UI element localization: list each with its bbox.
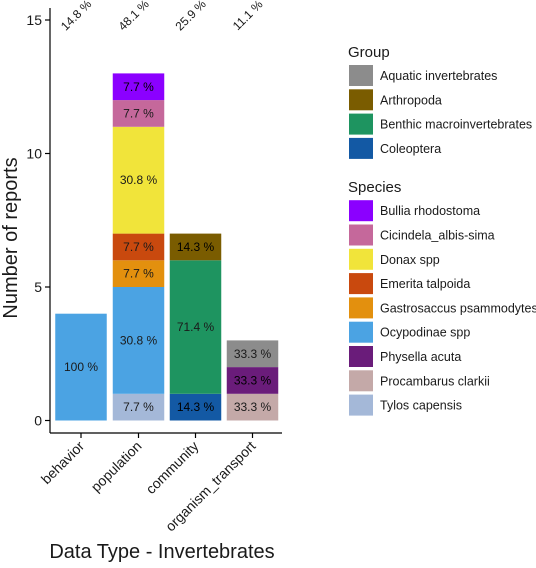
data-label-population-emerita-talpoida: 7.7 %: [123, 240, 154, 254]
bar-segment-population-emerita-talpoida: [112, 233, 165, 261]
data-label-population-tylos-capensis: 7.7 %: [123, 400, 154, 414]
bar-segment-population-bullia-rhodostoma: [112, 73, 165, 101]
plot-area: 100 % 7.7 % 30.8 % 7.7 % 7.7 % 30.8 % 7.7 % 7.7…: [55, 0, 279, 421]
legend-key-benthic-macroinvertebrates: [349, 113, 373, 135]
data-label-organism-transport-physella-acuta: 33.3 %: [234, 373, 272, 387]
bar-segment-population-gastrosaccus-psammodytes: [112, 260, 165, 287]
data-label-population-gastrosaccus-psammodytes: 7.7 %: [123, 267, 154, 281]
data-label-organism-transport-aquatic-invertebrates: 33.3 %: [234, 347, 272, 361]
legend-label-bullia-rhodostoma: Bullia rhodostoma: [380, 204, 480, 218]
top-percentage-behavior: 14.8 %: [58, 0, 95, 33]
data-label-organism-transport-procambarus-clarkii: 33.3 %: [234, 400, 272, 414]
legend: Group Aquatic invertebrates Arthropoda Bent…: [348, 44, 536, 416]
data-label-population-ocypodinae-spp: 30.8 %: [120, 333, 158, 347]
x-axis-title: Data Type - Invertebrates: [49, 541, 274, 563]
bar-segment-population-tylos-capensis: [112, 393, 165, 421]
legend-key-bullia-rhodostoma: [349, 200, 373, 222]
legend-label-physella-acuta: Physella acuta: [380, 350, 461, 364]
data-label-population-cicindela-albis-sima: 7.7 %: [123, 106, 154, 120]
x-tick-label-community: community: [142, 438, 201, 497]
legend-key-tylos-capensis: [349, 394, 373, 416]
x-tick-label-behavior: behavior: [38, 438, 88, 488]
legend-label-cicindela-albis-sima: Cicindela_albis-sima: [380, 229, 495, 243]
legend-key-gastrosaccus-psammodytes: [349, 297, 373, 319]
x-tick-label-population: population: [88, 438, 145, 495]
legend-label-benthic-macroinvertebrates: Benthic macroinvertebrates: [380, 118, 532, 132]
y-axis-title: Number of reports: [0, 157, 22, 318]
legend-key-emerita-talpoida: [349, 273, 373, 295]
top-percentage-organism-transport: 11.1 %: [230, 0, 266, 33]
y-tick-label: 15: [26, 12, 42, 28]
legend-key-ocypodinae-spp: [349, 321, 373, 343]
legend-key-coleoptera: [349, 137, 373, 159]
legend-label-procambarus-clarkii: Procambarus clarkii: [380, 374, 490, 388]
legend-label-tylos-capensis: Tylos capensis: [380, 399, 462, 413]
y-tick-label: 0: [34, 413, 42, 429]
bar-segment-population-cicindela-albis-sima: [112, 100, 165, 127]
data-label-behavior-ocypodinae-spp: 100 %: [64, 360, 98, 374]
bar-segment-organism-transport-procambarus-clarkii: [226, 393, 279, 421]
legend-label-aquatic-invertebrates: Aquatic invertebrates: [380, 69, 497, 83]
bar-segment-population-ocypodinae-spp: [112, 287, 165, 394]
data-label-population-donax-spp: 30.8 %: [120, 173, 158, 187]
legend-key-donax-spp: [349, 248, 373, 270]
legend-label-gastrosaccus-psammodytes: Gastrosaccus psammodytes: [380, 301, 536, 315]
bar-segment-community-benthic-macroinvertebrates: [169, 260, 222, 394]
legend-label-donax-spp: Donax spp: [380, 253, 440, 267]
bar-segment-organism-transport-physella-acuta: [226, 367, 279, 394]
data-label-community-arthropoda: 14.3 %: [177, 240, 215, 254]
legend-key-arthropoda: [349, 89, 373, 111]
legend-key-aquatic-invertebrates: [349, 65, 373, 86]
legend-label-emerita-talpoida: Emerita talpoida: [380, 277, 470, 291]
legend-key-physella-acuta: [349, 346, 373, 367]
bar-segment-community-coleoptera: [169, 393, 222, 421]
legend-label-arthropoda: Arthropoda: [380, 93, 442, 107]
bar-segment-community-arthropoda: [169, 233, 222, 261]
data-label-community-benthic-macroinvertebrates: 71.4 %: [177, 320, 215, 334]
legend-key-cicindela-albis-sima: [349, 224, 373, 246]
bar-segment-population-donax-spp: [112, 126, 165, 234]
bar-segment-organism-transport-aquatic-invertebrates: [226, 340, 279, 368]
legend-label-coleoptera: Coleoptera: [380, 142, 441, 156]
legend-title-species: Species: [348, 179, 401, 196]
y-tick-label: 5: [34, 279, 42, 295]
legend-title-group: Group: [348, 44, 390, 61]
legend-key-procambarus-clarkii: [349, 370, 373, 392]
top-percentage-community: 25.9 %: [173, 0, 210, 33]
data-label-community-coleoptera: 14.3 %: [177, 400, 215, 414]
data-label-population-bullia-rhodostoma: 7.7 %: [123, 80, 154, 94]
top-percentage-population: 48.1 %: [116, 0, 153, 33]
legend-label-ocypodinae-spp: Ocypodinae spp: [380, 326, 470, 340]
y-tick-label: 10: [26, 146, 42, 162]
bar-segment-behavior-ocypodinae-spp: [55, 313, 107, 421]
